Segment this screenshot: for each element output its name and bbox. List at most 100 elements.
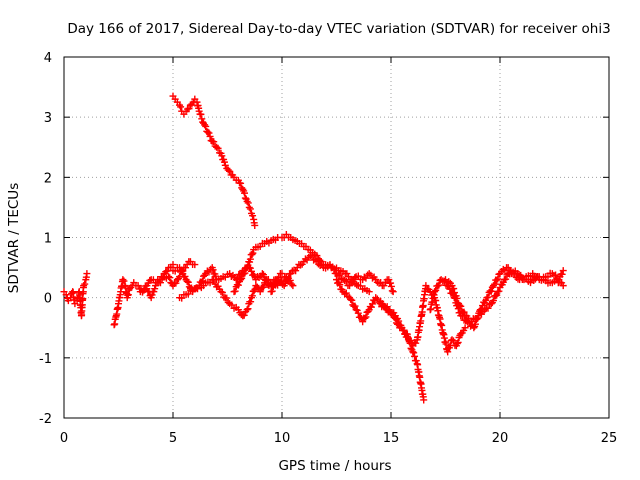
x-axis-label: GPS time / hours bbox=[278, 458, 391, 474]
data-point bbox=[239, 185, 247, 193]
data-point bbox=[177, 103, 185, 111]
data-point bbox=[453, 340, 461, 348]
data-point bbox=[201, 121, 209, 129]
data-point bbox=[198, 115, 206, 123]
data-point bbox=[289, 282, 297, 290]
data-point bbox=[210, 276, 218, 284]
data-point bbox=[380, 282, 388, 290]
data-point bbox=[432, 286, 440, 294]
data-point bbox=[399, 326, 407, 334]
data-point bbox=[285, 274, 293, 282]
data-point bbox=[245, 203, 253, 211]
data-point bbox=[214, 282, 222, 290]
data-point bbox=[387, 279, 395, 287]
data-point bbox=[166, 274, 174, 282]
data-point bbox=[119, 276, 127, 284]
data-point bbox=[388, 287, 396, 295]
y-tick-labels: -2 -1 0 1 2 3 4 bbox=[39, 51, 52, 427]
data-point bbox=[185, 105, 193, 113]
data-point bbox=[448, 336, 456, 344]
data-point bbox=[249, 249, 257, 257]
grid-lines bbox=[64, 57, 609, 418]
data-point bbox=[246, 205, 254, 213]
data-point bbox=[461, 324, 469, 332]
data-point bbox=[491, 280, 499, 288]
data-point bbox=[80, 282, 88, 290]
data-point bbox=[165, 273, 173, 281]
data-point bbox=[251, 221, 259, 229]
data-point bbox=[336, 281, 344, 289]
data-point bbox=[81, 280, 89, 288]
data-point bbox=[449, 337, 457, 345]
data-point bbox=[271, 281, 279, 289]
axis-ticks bbox=[63, 56, 610, 419]
data-point bbox=[431, 288, 439, 296]
data-point bbox=[389, 288, 397, 296]
data-point bbox=[246, 255, 254, 263]
data-point bbox=[264, 276, 272, 284]
data-point bbox=[367, 303, 375, 311]
data-point bbox=[489, 297, 497, 305]
data-point bbox=[342, 277, 350, 285]
data-point bbox=[204, 128, 212, 136]
data-point bbox=[258, 270, 266, 278]
data-point bbox=[217, 288, 225, 296]
data-point bbox=[237, 276, 245, 284]
data-point bbox=[172, 279, 180, 287]
y-tick-label: 2 bbox=[44, 171, 52, 186]
data-point bbox=[412, 339, 420, 347]
x-tick-labels: 0 5 10 15 20 25 bbox=[60, 431, 617, 446]
data-point bbox=[238, 274, 246, 282]
data-point bbox=[313, 252, 321, 260]
data-point bbox=[224, 298, 232, 306]
data-point bbox=[249, 212, 257, 220]
data-point bbox=[241, 269, 249, 277]
x-tick-label: 20 bbox=[492, 431, 509, 446]
data-point bbox=[493, 291, 501, 299]
data-point bbox=[181, 272, 189, 280]
data-point bbox=[244, 199, 252, 207]
data-point bbox=[422, 282, 430, 290]
data-point bbox=[362, 313, 370, 321]
y-tick-label: 3 bbox=[44, 111, 52, 126]
y-axis-label: SDTVAR / TECUs bbox=[6, 183, 22, 293]
data-point bbox=[391, 314, 399, 322]
data-point bbox=[330, 265, 338, 273]
data-point bbox=[420, 396, 428, 404]
data-point bbox=[268, 287, 276, 295]
x-tick-label: 0 bbox=[60, 431, 68, 446]
data-point bbox=[412, 357, 420, 365]
data-point bbox=[62, 291, 70, 299]
data-point bbox=[387, 282, 395, 290]
data-point bbox=[342, 289, 350, 297]
data-point bbox=[218, 152, 226, 160]
data-point bbox=[259, 271, 267, 279]
data-point bbox=[494, 275, 502, 283]
data-point bbox=[489, 282, 497, 290]
data-point bbox=[237, 179, 245, 187]
data-point bbox=[234, 281, 242, 289]
data-point bbox=[197, 110, 205, 118]
data-point bbox=[120, 277, 128, 285]
data-point bbox=[410, 349, 418, 357]
x-tick-label: 5 bbox=[169, 431, 177, 446]
data-point bbox=[184, 290, 192, 298]
data-point bbox=[210, 138, 218, 146]
data-point bbox=[191, 261, 199, 269]
data-point bbox=[407, 336, 415, 344]
data-point bbox=[202, 122, 210, 130]
x-tick-label: 15 bbox=[383, 431, 400, 446]
y-tick-label: 0 bbox=[44, 292, 52, 307]
data-point bbox=[558, 270, 566, 278]
data-point bbox=[495, 287, 503, 295]
data-point bbox=[221, 161, 229, 169]
data-point bbox=[354, 309, 362, 317]
data-point bbox=[248, 292, 256, 300]
data-point bbox=[213, 143, 221, 151]
data-point bbox=[209, 266, 217, 274]
data-point bbox=[346, 282, 354, 290]
data-point bbox=[351, 302, 359, 310]
data-point bbox=[259, 283, 267, 291]
data-point bbox=[350, 278, 358, 286]
data-point bbox=[240, 311, 248, 319]
